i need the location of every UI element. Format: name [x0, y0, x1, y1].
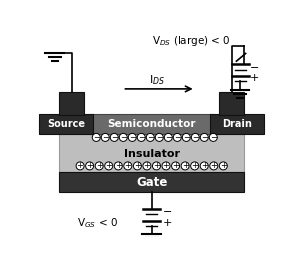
- Text: −: −: [163, 207, 172, 217]
- Text: +: +: [115, 161, 122, 170]
- Circle shape: [200, 134, 208, 142]
- Text: V$_{GS}$ < 0: V$_{GS}$ < 0: [77, 216, 118, 230]
- Text: −: −: [174, 133, 181, 142]
- Text: −: −: [138, 133, 145, 142]
- Circle shape: [137, 134, 145, 142]
- Circle shape: [210, 162, 218, 170]
- Circle shape: [95, 162, 103, 170]
- Text: −: −: [210, 133, 217, 142]
- Circle shape: [110, 134, 118, 142]
- Text: −: −: [120, 133, 127, 142]
- Text: −: −: [147, 133, 154, 142]
- Circle shape: [143, 162, 151, 170]
- Text: Drain: Drain: [222, 119, 252, 129]
- Text: −: −: [102, 133, 109, 142]
- Text: −: −: [192, 133, 199, 142]
- Circle shape: [162, 162, 170, 170]
- Text: +: +: [172, 161, 179, 170]
- Circle shape: [86, 162, 94, 170]
- Circle shape: [146, 134, 154, 142]
- Text: −: −: [93, 133, 100, 142]
- Circle shape: [119, 134, 127, 142]
- Circle shape: [200, 162, 208, 170]
- Text: +: +: [144, 161, 150, 170]
- Circle shape: [92, 134, 100, 142]
- Text: −: −: [156, 133, 163, 142]
- Circle shape: [191, 134, 199, 142]
- Text: V$_{DS}$ (large) < 0: V$_{DS}$ (large) < 0: [152, 34, 231, 48]
- Text: Insulator: Insulator: [124, 149, 180, 159]
- Text: −: −: [129, 133, 136, 142]
- Circle shape: [101, 134, 109, 142]
- Bar: [90, 114, 213, 134]
- Circle shape: [181, 162, 189, 170]
- Bar: [210, 114, 264, 134]
- Text: +: +: [220, 161, 227, 170]
- Text: Gate: Gate: [136, 176, 167, 189]
- Circle shape: [133, 162, 141, 170]
- Text: −: −: [183, 133, 190, 142]
- Text: +: +: [86, 161, 93, 170]
- Text: −: −: [201, 133, 208, 142]
- Text: −: −: [165, 133, 172, 142]
- Text: +: +: [77, 161, 83, 170]
- Text: −: −: [111, 133, 118, 142]
- Text: +: +: [153, 161, 160, 170]
- Circle shape: [173, 134, 181, 142]
- Circle shape: [128, 134, 136, 142]
- Text: +: +: [250, 73, 260, 83]
- Circle shape: [105, 162, 113, 170]
- Circle shape: [124, 162, 132, 170]
- Bar: [59, 172, 244, 192]
- Circle shape: [76, 162, 84, 170]
- Circle shape: [191, 162, 199, 170]
- Text: +: +: [105, 161, 112, 170]
- Text: −: −: [250, 63, 260, 73]
- Circle shape: [219, 162, 227, 170]
- Text: +: +: [191, 161, 198, 170]
- Text: +: +: [163, 161, 169, 170]
- Circle shape: [164, 134, 172, 142]
- Text: +: +: [124, 161, 131, 170]
- Text: Semiconductor: Semiconductor: [107, 119, 196, 129]
- Text: Source: Source: [47, 119, 85, 129]
- Circle shape: [152, 162, 160, 170]
- Bar: [59, 92, 84, 115]
- Bar: [39, 114, 93, 134]
- Circle shape: [182, 134, 190, 142]
- Circle shape: [172, 162, 180, 170]
- Text: +: +: [201, 161, 208, 170]
- Text: I$_{DS}$: I$_{DS}$: [149, 73, 165, 87]
- Circle shape: [155, 134, 163, 142]
- Circle shape: [209, 134, 217, 142]
- Text: +: +: [210, 161, 217, 170]
- Text: +: +: [134, 161, 141, 170]
- Text: +: +: [163, 218, 172, 228]
- Text: +: +: [182, 161, 189, 170]
- Bar: [219, 92, 244, 115]
- Bar: [59, 134, 244, 172]
- Circle shape: [114, 162, 122, 170]
- Text: +: +: [96, 161, 103, 170]
